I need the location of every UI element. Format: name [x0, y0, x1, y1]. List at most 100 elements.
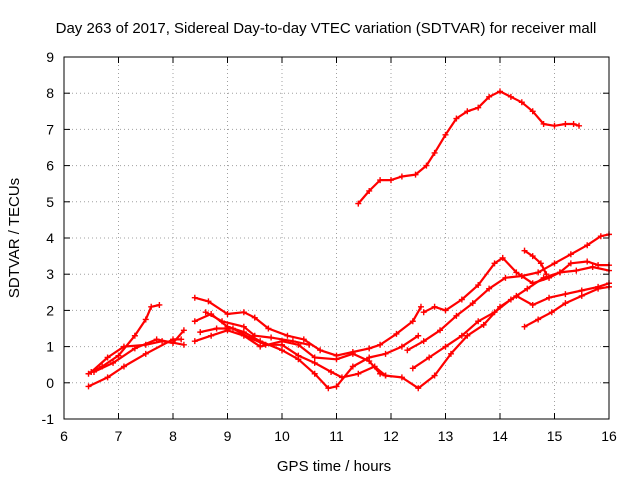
- data-point: [578, 287, 585, 294]
- data-point: [388, 177, 394, 184]
- data-point: [442, 343, 449, 350]
- data-point: [556, 269, 563, 276]
- data-point: [142, 316, 149, 323]
- data-point: [377, 370, 384, 377]
- chart-title: Day 263 of 2017, Sidereal Day-to-day VTE…: [56, 20, 597, 37]
- data-point: [570, 120, 577, 127]
- data-point: [458, 332, 465, 339]
- data-point: [540, 274, 547, 281]
- data-point: [535, 269, 542, 276]
- data-point: [289, 338, 296, 345]
- series-arc-4: [90, 336, 187, 375]
- series-arc-3: [85, 336, 185, 390]
- data-point: [90, 368, 97, 375]
- data-point: [110, 359, 117, 366]
- data-point: [540, 120, 547, 127]
- data-point: [180, 341, 187, 348]
- x-tick-label: 10: [274, 428, 290, 444]
- data-point: [412, 171, 419, 178]
- data-point: [420, 338, 427, 345]
- data-point: [208, 332, 215, 339]
- data-point: [518, 99, 525, 106]
- data-point: [300, 336, 307, 343]
- data-point: [224, 327, 231, 334]
- data-point: [578, 292, 585, 299]
- data-point: [240, 323, 247, 330]
- data-point: [251, 332, 258, 339]
- data-point: [507, 93, 514, 100]
- data-point: [480, 321, 487, 328]
- data-point: [197, 329, 204, 336]
- data-point: [442, 131, 449, 138]
- data-point: [584, 242, 591, 249]
- data-point: [431, 149, 438, 156]
- data-point: [240, 309, 247, 316]
- data-point: [202, 309, 209, 316]
- data-point: [426, 354, 433, 361]
- x-tick-label: 15: [547, 428, 563, 444]
- data-point: [306, 341, 313, 348]
- data-point: [311, 359, 318, 366]
- data-point: [148, 303, 155, 310]
- data-point: [486, 285, 493, 292]
- data-point: [213, 325, 220, 332]
- x-tick-label: 9: [224, 428, 232, 444]
- data-point: [567, 260, 574, 267]
- data-point: [548, 309, 555, 316]
- y-tick-label: 2: [46, 302, 54, 318]
- y-tick-label: -1: [42, 411, 55, 427]
- x-tick-label: 6: [60, 428, 68, 444]
- data-point: [537, 260, 544, 267]
- data-point: [191, 318, 198, 325]
- data-point: [229, 325, 236, 332]
- data-point: [355, 370, 362, 377]
- y-tick-label: 6: [46, 158, 54, 174]
- data-point: [393, 330, 400, 337]
- data-point: [328, 368, 335, 375]
- data-point: [104, 354, 111, 361]
- data-point: [349, 363, 356, 370]
- y-tick-label: 4: [46, 230, 54, 246]
- data-point: [518, 273, 525, 280]
- data-point: [417, 303, 424, 310]
- data-point: [349, 350, 356, 357]
- data-point: [120, 363, 127, 370]
- data-point: [513, 269, 520, 276]
- data-point: [311, 354, 318, 361]
- data-point: [420, 309, 427, 316]
- data-point: [153, 336, 160, 343]
- data-point: [497, 88, 503, 95]
- data-point: [475, 104, 482, 111]
- data-point: [562, 300, 569, 307]
- series-line: [406, 233, 611, 352]
- data-point: [191, 338, 198, 345]
- data-point: [191, 294, 198, 301]
- data-point: [458, 296, 465, 303]
- data-point: [377, 177, 384, 184]
- data-point: [597, 233, 604, 240]
- data-point: [595, 285, 602, 292]
- data-point: [502, 274, 509, 281]
- data-point: [115, 352, 122, 359]
- series-arc-14: [521, 283, 612, 330]
- y-axis-label: SDTVAR / TECUs: [6, 178, 23, 298]
- data-point: [325, 385, 332, 392]
- data-point: [224, 311, 231, 318]
- series-arc-9: [202, 309, 313, 348]
- data-point: [491, 309, 498, 316]
- data-point: [491, 260, 498, 267]
- data-point: [431, 303, 438, 310]
- y-tick-label: 5: [46, 194, 54, 210]
- data-point: [431, 372, 438, 379]
- data-point: [521, 247, 528, 254]
- series-arc-7: [197, 280, 612, 392]
- data-point: [415, 385, 422, 392]
- data-point: [507, 296, 514, 303]
- data-point: [535, 316, 542, 323]
- data-point: [562, 120, 569, 127]
- data-point: [156, 301, 163, 308]
- x-tick-label: 11: [329, 428, 344, 444]
- data-point: [131, 332, 138, 339]
